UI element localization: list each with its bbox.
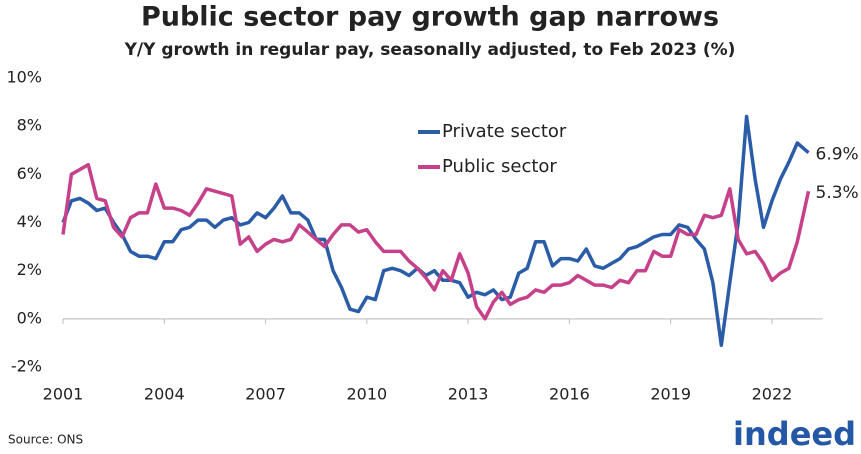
chart-title: Public sector pay growth gap narrows [141, 2, 719, 33]
y-tick-label: 2% [17, 260, 42, 279]
y-tick-label: -2% [11, 357, 42, 376]
source: Source: ONS [8, 433, 83, 447]
x-tick-label: 2004 [144, 385, 185, 404]
y-tick-label: 4% [17, 212, 42, 231]
end-label: 6.9% [816, 145, 859, 165]
legend-label: Private sector [442, 121, 567, 142]
x-tick-label: 2019 [650, 385, 691, 404]
x-tick-label: 2001 [43, 385, 84, 404]
x-tick-label: 2013 [448, 385, 489, 404]
y-tick-label: 0% [17, 308, 42, 327]
y-tick-label: 8% [17, 116, 42, 135]
legend-label: Public sector [442, 156, 557, 177]
series-line [61, 162, 811, 321]
x-tick-label: 2010 [346, 385, 387, 404]
y-tick-label: 10% [6, 68, 42, 87]
end-label: 5.3% [816, 183, 859, 203]
logo: indeed [733, 415, 856, 453]
series-line [61, 114, 810, 348]
chart-subtitle: Y/Y growth in regular pay, seasonally ad… [124, 40, 736, 60]
x-tick-label: 2022 [752, 385, 793, 404]
y-tick-label: 6% [17, 164, 42, 183]
x-tick-label: 2016 [549, 385, 590, 404]
x-tick-label: 2007 [245, 385, 286, 404]
